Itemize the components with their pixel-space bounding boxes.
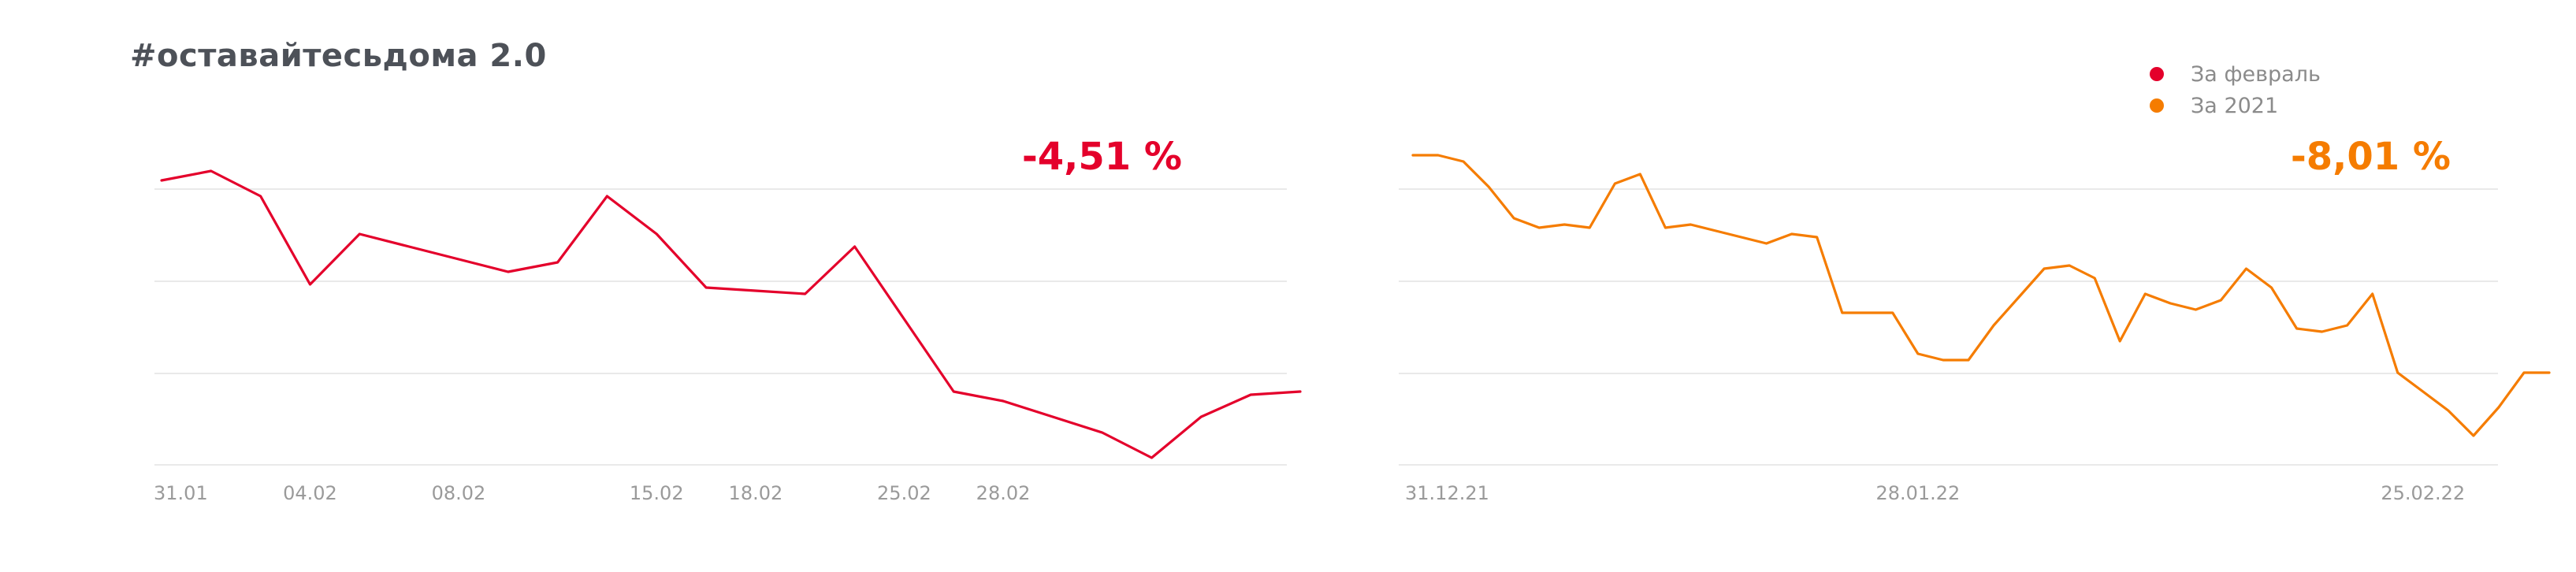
legend: За февраль За 2021 (2150, 58, 2321, 121)
legend-dot-2021 (2150, 98, 2164, 113)
x-tick-label: 28.02 (976, 482, 1031, 504)
x-tick-label: 28.01.22 (1875, 482, 1960, 504)
legend-item-2021: За 2021 (2150, 90, 2321, 121)
series-line (1411, 154, 2551, 437)
delta-label: -8,01 % (2291, 135, 2451, 179)
x-tick-label: 18.02 (729, 482, 783, 504)
x-tick-label: 31.01 (154, 482, 208, 504)
x-tick-label: 31.12.21 (1405, 482, 1489, 504)
delta-label: -4,51 % (1022, 135, 1182, 179)
x-tick-label: 15.02 (630, 482, 684, 504)
x-tick-label: 25.02.22 (2381, 482, 2465, 504)
chart-february: 31.01 04.02 08.02 15.02 18.02 25.02 28.02 -4,51… (154, 135, 1302, 504)
page-title: #оставайтесьдома 2.0 (130, 38, 547, 74)
series-line (160, 169, 1302, 459)
legend-label-february: За февраль (2191, 61, 2321, 87)
x-tick-label: 25.02 (877, 482, 931, 504)
chart-2021: 31.12.21 28.01.22 25.02.22 -8,01 % (1399, 135, 2551, 504)
legend-item-february: За февраль (2150, 58, 2321, 90)
x-tick-label: 08.02 (432, 482, 486, 504)
legend-label-2021: За 2021 (2191, 93, 2279, 118)
legend-dot-february (2150, 67, 2164, 81)
x-tick-label: 04.02 (283, 482, 337, 504)
